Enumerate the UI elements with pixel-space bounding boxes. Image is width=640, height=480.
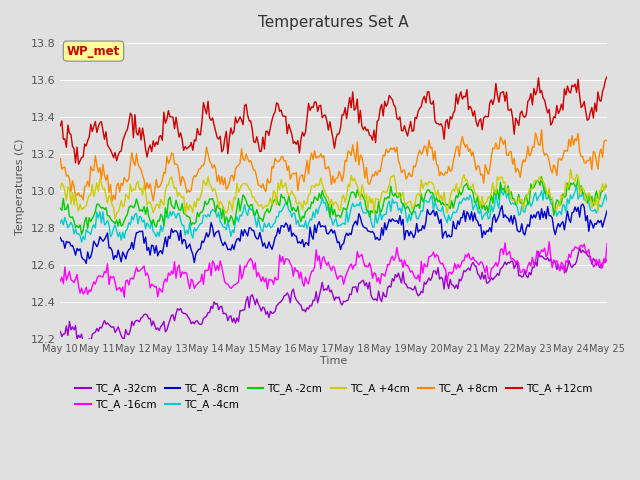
TC_A +8cm xyxy=(56,156,64,161)
Y-axis label: Temperatures (C): Temperatures (C) xyxy=(15,138,25,235)
Line: TC_A -8cm: TC_A -8cm xyxy=(60,204,607,264)
TC_A -16cm xyxy=(576,244,584,250)
TC_A -32cm xyxy=(221,311,228,316)
TC_A -32cm xyxy=(83,341,90,347)
TC_A +8cm xyxy=(297,173,305,179)
TC_A +8cm xyxy=(604,138,611,144)
TC_A +8cm xyxy=(124,179,131,184)
TC_A +8cm xyxy=(248,163,256,168)
TC_A -8cm xyxy=(248,228,256,233)
TC_A +12cm xyxy=(239,122,247,128)
TC_A -2cm xyxy=(56,205,64,211)
Line: TC_A -16cm: TC_A -16cm xyxy=(60,242,607,297)
TC_A -32cm xyxy=(239,307,247,312)
TC_A -2cm xyxy=(538,174,545,180)
TC_A +12cm xyxy=(248,126,256,132)
TC_A -4cm xyxy=(248,207,256,213)
TC_A +4cm xyxy=(297,202,305,207)
TC_A +4cm xyxy=(56,186,64,192)
TC_A -32cm xyxy=(248,292,256,298)
Text: WP_met: WP_met xyxy=(67,45,120,58)
Line: TC_A -2cm: TC_A -2cm xyxy=(60,177,607,235)
TC_A -4cm xyxy=(56,220,64,226)
TC_A -8cm xyxy=(221,239,228,245)
TC_A -4cm xyxy=(604,198,611,204)
TC_A -4cm xyxy=(221,224,228,230)
TC_A -2cm xyxy=(239,192,247,198)
TC_A +8cm xyxy=(538,127,545,132)
Line: TC_A -32cm: TC_A -32cm xyxy=(60,247,607,344)
TC_A +12cm xyxy=(574,76,582,82)
Line: TC_A -4cm: TC_A -4cm xyxy=(60,185,607,242)
TC_A +12cm xyxy=(56,123,64,129)
TC_A +4cm xyxy=(604,183,611,189)
TC_A -16cm xyxy=(545,239,553,245)
TC_A +8cm xyxy=(221,175,228,181)
TC_A -32cm xyxy=(297,302,305,308)
TC_A -16cm xyxy=(297,269,305,275)
X-axis label: Time: Time xyxy=(320,356,348,366)
TC_A +8cm xyxy=(576,148,584,154)
TC_A -16cm xyxy=(221,279,228,285)
TC_A -2cm xyxy=(248,202,256,208)
TC_A -8cm xyxy=(56,235,64,240)
TC_A -4cm xyxy=(576,192,584,198)
Line: TC_A +4cm: TC_A +4cm xyxy=(60,169,607,218)
TC_A -16cm xyxy=(248,258,256,264)
TC_A +4cm xyxy=(125,196,132,202)
TC_A +4cm xyxy=(111,216,119,221)
TC_A -32cm xyxy=(604,257,611,263)
TC_A -4cm xyxy=(239,209,247,215)
TC_A -16cm xyxy=(604,240,611,246)
TC_A -4cm xyxy=(297,224,305,229)
TC_A -16cm xyxy=(56,278,64,284)
Legend: TC_A -32cm, TC_A -16cm, TC_A -8cm, TC_A -4cm, TC_A -2cm, TC_A +4cm, TC_A +8cm, T: TC_A -32cm, TC_A -16cm, TC_A -8cm, TC_A … xyxy=(71,379,596,414)
TC_A -4cm xyxy=(573,182,580,188)
TC_A +4cm xyxy=(239,180,247,186)
TC_A +4cm xyxy=(566,167,574,172)
TC_A +12cm xyxy=(604,74,611,80)
TC_A -8cm xyxy=(297,240,305,246)
Title: Temperatures Set A: Temperatures Set A xyxy=(259,15,409,30)
TC_A -32cm xyxy=(56,329,64,335)
TC_A -16cm xyxy=(120,294,128,300)
TC_A -2cm xyxy=(125,205,132,211)
TC_A -8cm xyxy=(239,233,247,239)
TC_A -2cm xyxy=(604,183,611,189)
TC_A +8cm xyxy=(149,198,157,204)
TC_A -2cm xyxy=(576,187,584,192)
TC_A -32cm xyxy=(125,332,132,337)
TC_A +12cm xyxy=(75,161,83,167)
TC_A -2cm xyxy=(221,221,228,227)
TC_A -16cm xyxy=(125,282,132,288)
TC_A +12cm xyxy=(125,120,132,125)
Line: TC_A +12cm: TC_A +12cm xyxy=(60,77,607,164)
Line: TC_A +8cm: TC_A +8cm xyxy=(60,130,607,201)
TC_A -8cm xyxy=(574,204,582,210)
TC_A +12cm xyxy=(297,136,305,142)
TC_A -8cm xyxy=(579,201,586,207)
TC_A -16cm xyxy=(239,271,247,277)
TC_A -4cm xyxy=(78,240,86,245)
TC_A +4cm xyxy=(248,194,256,200)
TC_A -2cm xyxy=(297,219,305,225)
TC_A -2cm xyxy=(78,232,86,238)
TC_A -4cm xyxy=(125,220,132,226)
TC_A +12cm xyxy=(221,136,228,142)
TC_A +4cm xyxy=(576,192,584,198)
TC_A -8cm xyxy=(83,261,90,266)
TC_A -8cm xyxy=(604,208,611,214)
TC_A +4cm xyxy=(221,209,228,215)
TC_A +8cm xyxy=(239,156,247,162)
TC_A -8cm xyxy=(125,247,132,252)
TC_A -32cm xyxy=(574,251,582,257)
TC_A -32cm xyxy=(576,244,584,250)
